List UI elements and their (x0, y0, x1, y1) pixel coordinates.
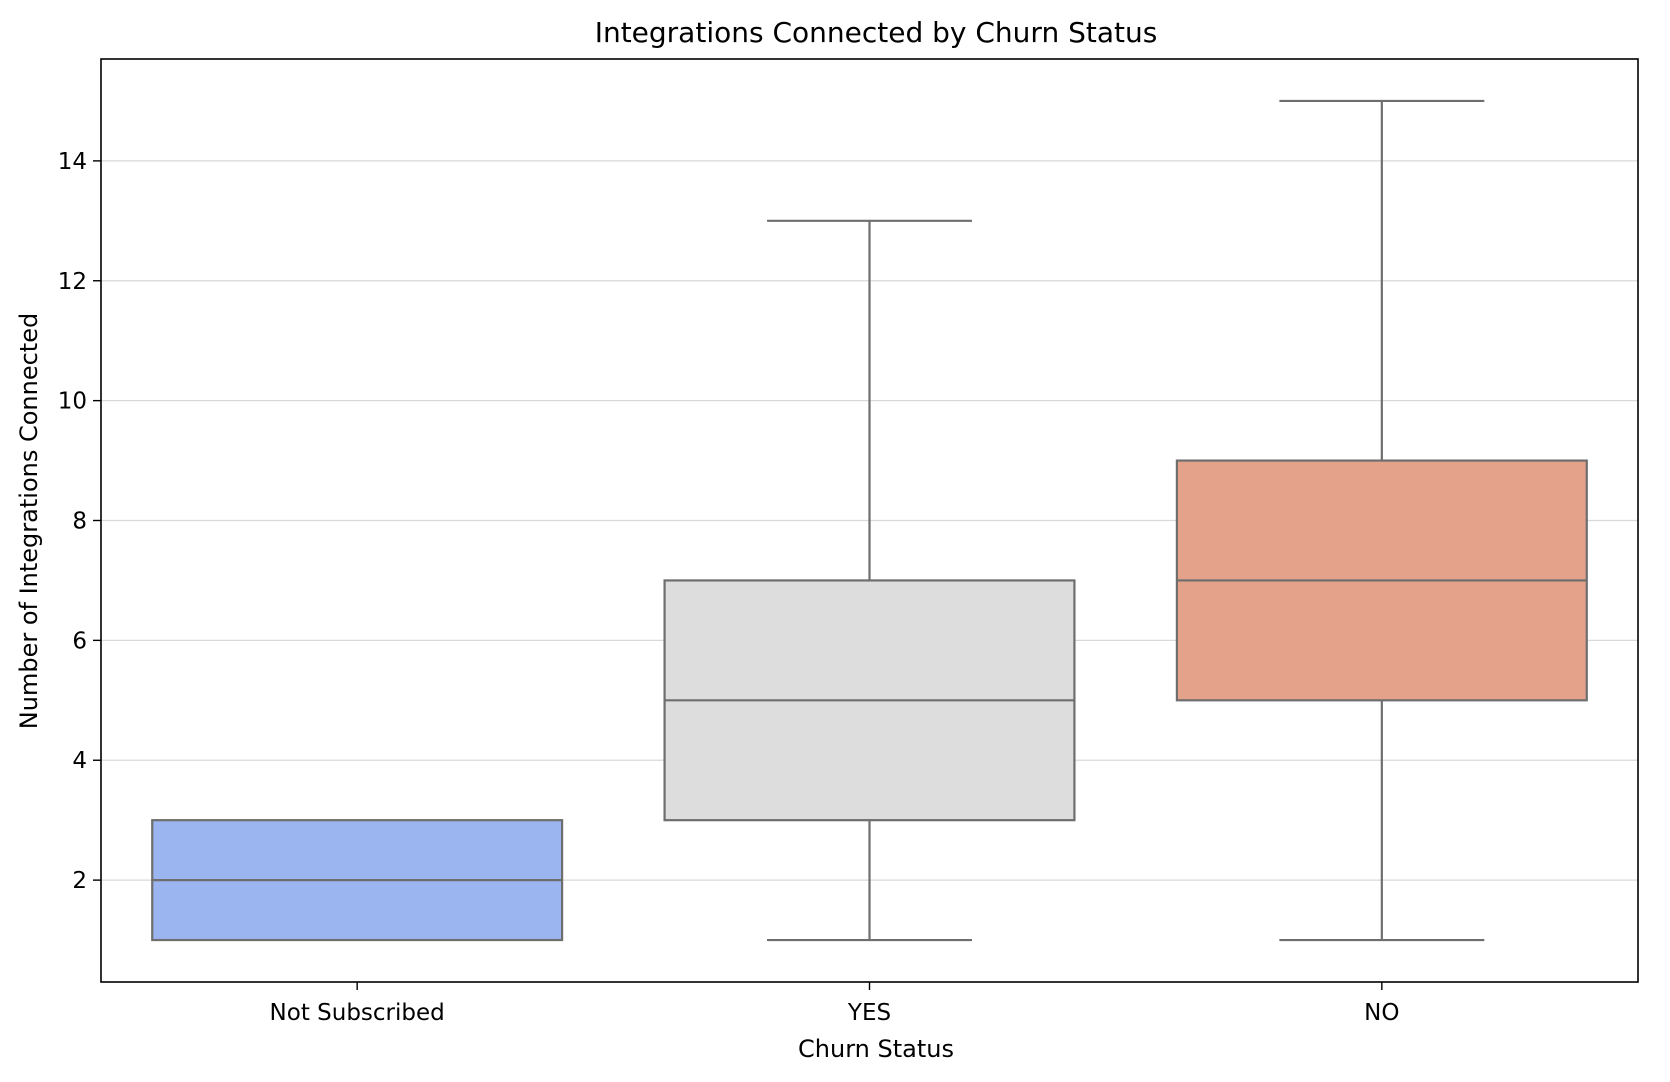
y-tick-label: 12 (58, 269, 87, 295)
box-yes (663, 219, 1076, 942)
y-axis-label: Number of Integrations Connected (15, 313, 43, 729)
boxes (151, 99, 1588, 942)
x-tick-label: Not Subscribed (270, 1000, 445, 1026)
x-tick-label: YES (847, 1000, 891, 1026)
box-not-subscribed (151, 819, 564, 942)
y-tick-label: 8 (72, 509, 87, 535)
x-axis-label: Churn Status (798, 1035, 954, 1063)
x-tick-label: NO (1364, 1000, 1399, 1026)
chart-title: Integrations Connected by Churn Status (595, 16, 1158, 49)
y-tick-label: 14 (58, 149, 87, 175)
y-tick-label: 10 (58, 389, 87, 415)
y-tick-label: 2 (72, 868, 87, 894)
y-axis-ticks: 2 4 6 8 10 12 14 (58, 149, 101, 894)
y-tick-label: 4 (72, 748, 87, 774)
box-no (1175, 99, 1588, 942)
x-axis-ticks: Not Subscribed YES NO (270, 982, 1399, 1026)
y-tick-label: 6 (72, 628, 87, 654)
